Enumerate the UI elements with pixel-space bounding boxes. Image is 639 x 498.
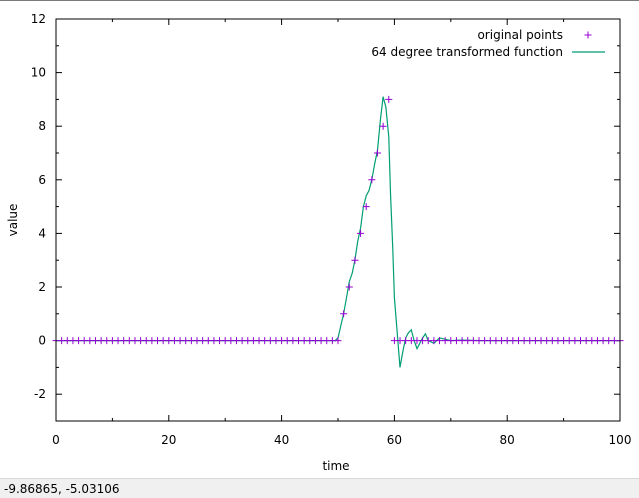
legend-label-transformed-function: 64 degree transformed function — [371, 45, 563, 59]
status-bar: -9.86865, -5.03106 — [0, 478, 639, 498]
legend: original points 64 degree transformed fu… — [371, 28, 605, 59]
data-point — [379, 122, 387, 130]
tick-labels: 0 20 40 60 80 100 -2 0 2 4 6 8 10 12 — [31, 12, 632, 447]
x-tick-label: 40 — [274, 433, 289, 447]
data-point — [334, 337, 342, 345]
x-tick-label: 60 — [387, 433, 402, 447]
y-tick-label: 0 — [38, 334, 46, 348]
y-tick-label: 12 — [31, 12, 46, 26]
y-tick-label: -2 — [34, 387, 46, 401]
y-tick-label: 6 — [38, 173, 46, 187]
legend-marker-original-points — [584, 31, 592, 39]
data-point — [373, 149, 381, 157]
x-tick-label: 20 — [161, 433, 176, 447]
y-axis-label: value — [6, 204, 20, 237]
data-point — [351, 256, 359, 264]
data-point — [345, 283, 353, 291]
y-tick-label: 4 — [38, 226, 46, 240]
data-point — [385, 95, 393, 103]
y-tick-label: 2 — [38, 280, 46, 294]
x-tick-label: 100 — [609, 433, 632, 447]
plot-background — [56, 19, 620, 421]
y-tick-label: 8 — [38, 119, 46, 133]
data-point — [357, 229, 365, 237]
legend-plus-marker — [584, 31, 592, 39]
legend-label-original-points: original points — [477, 28, 563, 42]
chart[interactable]: 0 20 40 60 80 100 -2 0 2 4 6 8 10 12 time value origi… — [0, 0, 639, 478]
plot-frame — [55, 18, 621, 422]
y-tick-label: 10 — [31, 66, 46, 80]
x-axis-label: time — [322, 459, 349, 473]
series-points-group — [52, 95, 624, 345]
data-point — [340, 310, 348, 318]
window-top-border — [0, 0, 639, 1]
cursor-coordinates: -9.86865, -5.03106 — [4, 482, 120, 496]
x-tick-label: 80 — [500, 433, 515, 447]
data-point — [362, 203, 370, 211]
x-tick-label: 0 — [52, 433, 60, 447]
data-point — [368, 176, 376, 184]
